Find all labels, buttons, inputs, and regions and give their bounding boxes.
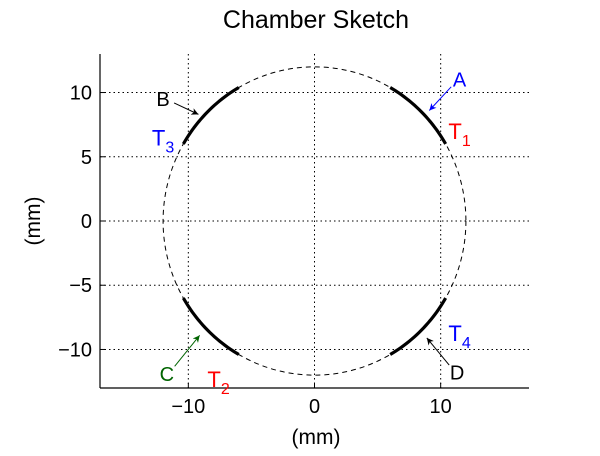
annotation-label: B [156, 89, 169, 111]
y-tick-label: −5 [69, 275, 92, 297]
chart-title: Chamber Sketch [223, 6, 409, 34]
x-tick-label: 0 [309, 396, 320, 418]
label-layer: T1 T2 T3 T4 [152, 119, 471, 398]
transducer-arc [181, 297, 240, 356]
annotation-arrow [174, 335, 201, 367]
x-tick-label: 10 [430, 396, 452, 418]
axes-layer: −10 0 10 10 5 0 −5 −10 [58, 54, 529, 418]
annotation-label: A [453, 70, 467, 92]
y-tick-label: 5 [81, 147, 92, 169]
transducer-label: T2 [207, 367, 229, 398]
annotation-arrow [428, 86, 452, 111]
annotation-arrow [426, 337, 450, 366]
transducer-label: T1 [448, 119, 470, 150]
transducer-arc [389, 297, 448, 356]
y-tick-label: 10 [70, 83, 92, 105]
transducer-label: T3 [152, 126, 174, 157]
transducer-arc [181, 86, 240, 145]
annotation-label: D [450, 363, 464, 385]
arc-layer [181, 86, 448, 356]
circle-layer [162, 66, 467, 376]
transducer-label: T4 [448, 321, 470, 352]
grid-layer [100, 54, 529, 388]
y-tick-label: −10 [58, 339, 92, 361]
chamber-circle [162, 66, 467, 376]
annotation-arrow [173, 102, 199, 115]
annotation-layer: A B C D [156, 70, 467, 386]
annotation-label: C [160, 364, 174, 386]
x-axis-label: (mm) [292, 426, 341, 449]
y-tick-label: 0 [81, 211, 92, 233]
x-tick-label: −10 [171, 396, 205, 418]
y-axis-label: (mm) [22, 197, 45, 246]
transducer-arc [389, 86, 448, 145]
